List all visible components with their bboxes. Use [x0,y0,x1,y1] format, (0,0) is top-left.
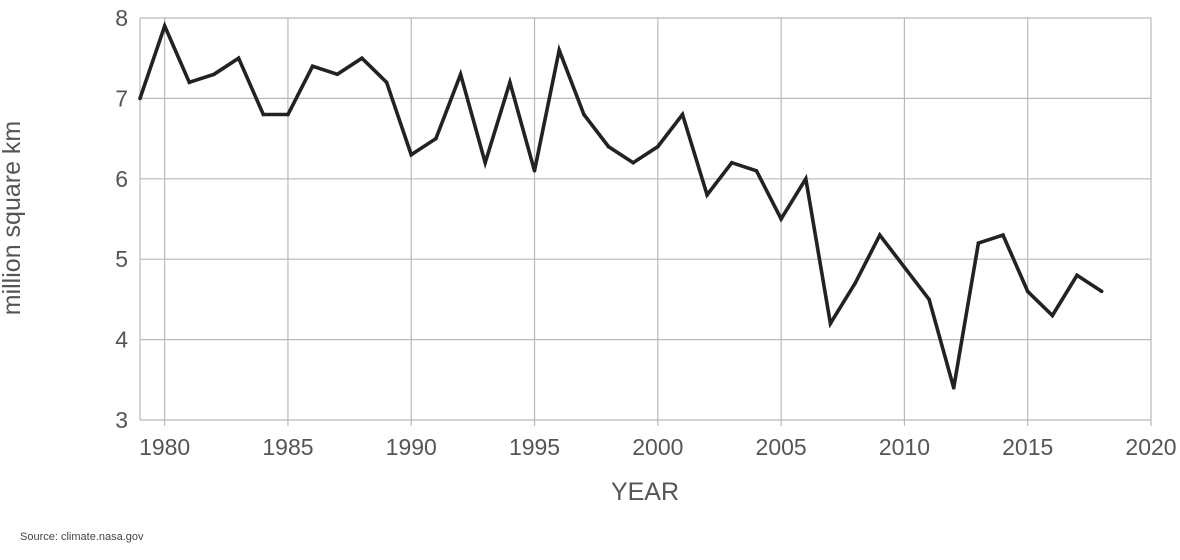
data-point [828,321,833,326]
data-point [680,112,685,117]
x-axis-title: YEAR [611,478,679,506]
data-point [927,297,931,302]
data-point [532,168,537,173]
data-point [853,281,857,286]
data-point [754,168,759,173]
y-axis-title: million square km [0,121,26,316]
data-point [1025,289,1030,294]
data-point [902,265,907,270]
x-tick-label: 2000 [632,434,683,460]
data-point [1099,289,1104,294]
data-point [286,112,290,117]
data-point [582,112,586,117]
x-tick-label: 1990 [386,434,437,460]
data-point [557,48,561,52]
grid [139,17,1152,426]
data-point [1050,313,1055,318]
y-tick-label: 5 [115,246,128,272]
series-line [138,21,1103,389]
data-point [705,193,709,197]
data-point [1001,233,1005,237]
x-tick-label: 1980 [139,434,190,460]
data-point [631,160,635,165]
data-point [434,136,438,141]
source-note: Source: climate.nasa.gov [20,531,144,543]
data-point [236,56,241,60]
data-point [877,233,882,237]
data-point [951,386,956,390]
y-tick-label: 6 [115,166,128,192]
x-tick-label: 1995 [509,434,560,460]
x-tick-label: 2005 [756,434,807,460]
y-tick-label: 4 [115,327,128,353]
data-point [162,24,167,28]
data-point [779,217,783,221]
data-point [803,177,808,181]
x-tick-label: 2015 [1002,434,1053,460]
data-point [310,64,315,69]
data-point [409,152,414,157]
data-point [187,80,192,85]
x-tick-label: 2020 [1125,434,1176,460]
data-point [261,112,266,117]
y-tick-label: 7 [115,85,128,111]
data-point [508,80,512,85]
data-point [730,160,734,165]
y-tick-label: 8 [115,5,128,31]
tick-labels: 3 4 5 6 7 8 1980 1985 1990 1995 2000 2005 2010 2015 20… [115,5,1176,460]
data-point [656,144,660,149]
data-point [138,96,142,101]
data-point [606,144,611,149]
x-tick-label: 2010 [879,434,930,460]
data-point [1075,273,1079,278]
x-tick-label: 1985 [262,434,313,460]
series-layer [138,21,1104,390]
data-point [335,72,340,77]
y-tick-label: 3 [115,407,128,433]
data-point [458,72,463,77]
data-point [976,241,981,245]
data-point [483,160,488,165]
data-point [360,56,364,60]
data-point [384,80,389,85]
data-point [212,72,216,77]
